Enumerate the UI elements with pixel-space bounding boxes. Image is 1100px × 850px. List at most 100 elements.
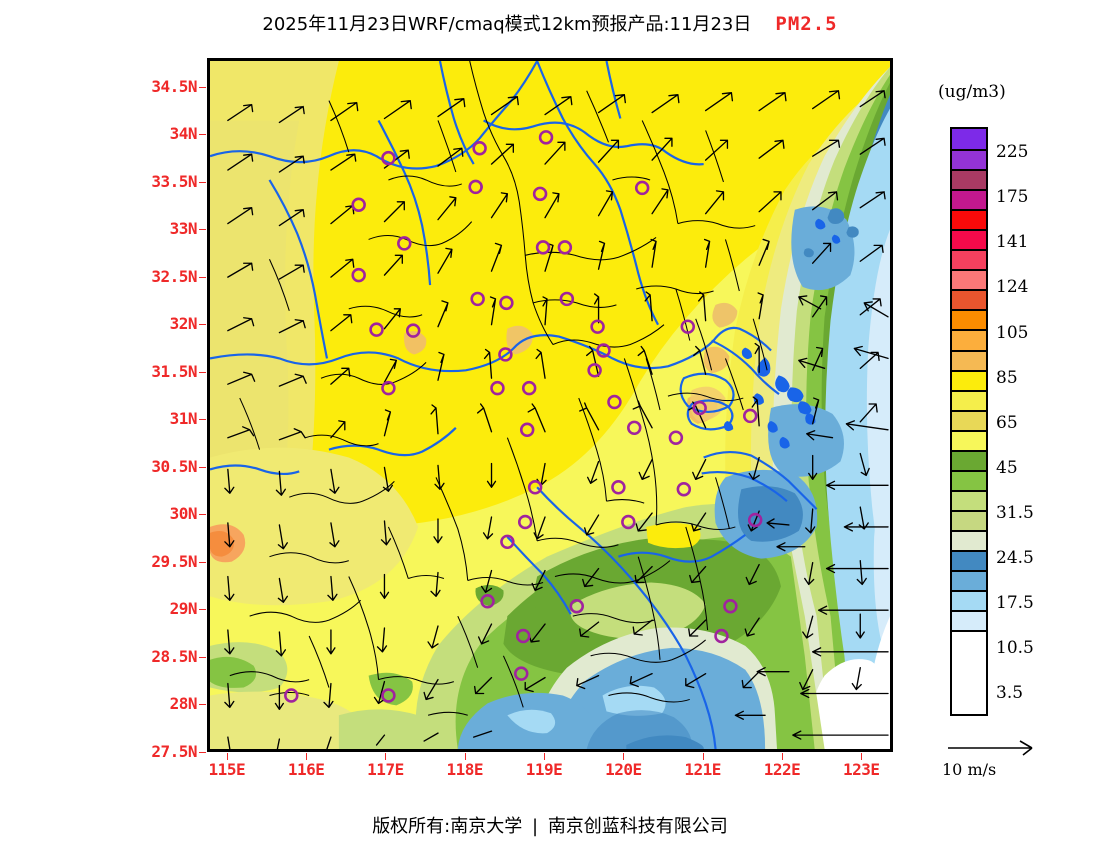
- y-axis-label-34.5N: 34.5N: [151, 76, 197, 96]
- colorbar-swatch-0: [952, 129, 986, 150]
- colorbar-swatch-14: [952, 409, 986, 430]
- x-axis-tick: [306, 753, 308, 760]
- colorbar-label-141: 141: [996, 232, 1029, 253]
- x-axis-label-120E: 120E: [605, 760, 642, 779]
- x-axis-label-116E: 116E: [287, 760, 325, 779]
- y-axis-tick: [199, 704, 206, 706]
- y-axis-tick: [199, 752, 206, 753]
- y-axis-label-32N: 32N: [169, 314, 198, 334]
- colorbar-swatch-6: [952, 249, 986, 270]
- colorbar-swatch-12: [952, 369, 986, 390]
- y-axis-tick: [199, 466, 206, 468]
- x-axis-tick: [781, 753, 783, 760]
- y-axis-tick: [199, 86, 206, 88]
- colorbar-label-24.5: 24.5: [996, 548, 1034, 569]
- y-axis-label-33N: 33N: [169, 219, 198, 239]
- colorbar-label-85: 85: [996, 367, 1018, 388]
- x-axis-tick: [861, 753, 863, 760]
- map-plot-area[interactable]: [207, 58, 893, 752]
- x-axis-label-115E: 115E: [208, 760, 246, 779]
- y-axis-tick: [199, 229, 206, 231]
- y-axis-tick: [199, 561, 206, 563]
- footer-left-text: 版权所有:南京大学: [372, 816, 523, 837]
- y-axis-tick: [199, 371, 206, 373]
- colorbar-label-105: 105: [996, 322, 1029, 343]
- colorbar-label-65: 65: [996, 412, 1018, 433]
- wind-scale-arrow: [946, 736, 1056, 756]
- colorbar-label-3.5: 3.5: [996, 683, 1024, 704]
- x-axis-tick: [623, 753, 625, 760]
- colorbar-swatch-18: [952, 489, 986, 510]
- colorbar-label-31.5: 31.5: [996, 502, 1034, 523]
- colorbar-swatch-19: [952, 509, 986, 530]
- page-title: 2025年11月23日WRF/cmaq模式12km预报产品:11月23日 PM2…: [0, 10, 1100, 36]
- y-axis-label-29.5N: 29.5N: [151, 551, 197, 571]
- x-axis-tick: [544, 753, 546, 760]
- y-axis-label-30N: 30N: [169, 504, 198, 524]
- y-axis-tick: [199, 609, 206, 611]
- y-axis-label-29N: 29N: [169, 599, 198, 619]
- colorbar-swatch-24: [952, 610, 986, 631]
- y-axis-tick: [199, 656, 206, 658]
- colorbar-swatch-8: [952, 289, 986, 310]
- colorbar-swatch-5: [952, 229, 986, 250]
- x-axis-label-121E: 121E: [684, 760, 721, 779]
- colorbar-label-10.5: 10.5: [996, 638, 1034, 659]
- y-axis-label-27.5N: 27.5N: [151, 742, 197, 761]
- x-axis-label-119E: 119E: [525, 760, 563, 779]
- x-axis-label-118E: 118E: [446, 760, 483, 779]
- map-canvas: [210, 61, 890, 749]
- colorbar-swatch-15: [952, 429, 986, 450]
- colorbar-swatch-17: [952, 469, 986, 490]
- title-main-text: 2025年11月23日WRF/cmaq模式12km预报产品:11月23日: [262, 14, 752, 35]
- colorbar-label-45: 45: [996, 457, 1018, 478]
- y-axis-tick: [199, 419, 206, 421]
- footer-right-text: 南京创蓝科技有限公司: [547, 816, 728, 837]
- colorbar-swatch-11: [952, 349, 986, 370]
- colorbar-unit-label: (ug/m3): [938, 82, 1006, 102]
- x-axis-tick: [464, 753, 466, 760]
- title-species-label: PM2.5: [775, 13, 838, 35]
- y-axis-label-33.5N: 33.5N: [151, 171, 197, 191]
- colorbar-swatch-23: [952, 590, 986, 611]
- x-axis-tick: [226, 753, 228, 760]
- colorbar-swatch-13: [952, 389, 986, 410]
- y-axis-label-31N: 31N: [169, 409, 198, 429]
- y-axis-tick: [199, 324, 206, 326]
- colorbar-swatch-3: [952, 189, 986, 210]
- colorbar-swatch-4: [952, 209, 986, 230]
- y-axis-tick: [199, 514, 206, 516]
- colorbar-swatch-10: [952, 329, 986, 350]
- y-axis-label-28.5N: 28.5N: [151, 646, 197, 666]
- colorbar-swatch-21: [952, 549, 986, 571]
- x-axis-tick: [385, 753, 387, 760]
- colorbar: [950, 127, 988, 716]
- x-axis-label-117E: 117E: [367, 760, 404, 779]
- x-axis-tick: [702, 753, 704, 760]
- footer-copyright: 版权所有:南京大学 | 南京创蓝科技有限公司: [0, 812, 1100, 838]
- x-axis-label-122E: 122E: [763, 760, 801, 779]
- colorbar-swatch-7: [952, 269, 986, 290]
- y-axis-label-34N: 34N: [169, 124, 198, 144]
- y-axis-label-31.5N: 31.5N: [151, 361, 197, 381]
- y-axis-tick: [199, 276, 206, 278]
- footer-separator: |: [532, 816, 539, 837]
- colorbar-swatch-9: [952, 309, 986, 330]
- colorbar-swatch-2: [952, 169, 986, 190]
- colorbar-swatch-22: [952, 570, 986, 591]
- y-axis-tick: [199, 134, 206, 136]
- x-axis-label-123E: 123E: [843, 760, 880, 779]
- colorbar-swatch-16: [952, 449, 986, 470]
- y-axis-label-30.5N: 30.5N: [151, 456, 197, 476]
- wind-scale-label: 10 m/s: [942, 760, 997, 779]
- colorbar-label-17.5: 17.5: [996, 593, 1034, 614]
- colorbar-label-124: 124: [996, 277, 1029, 298]
- colorbar-label-175: 175: [996, 187, 1029, 208]
- y-axis-label-28N: 28N: [169, 694, 198, 714]
- colorbar-swatch-25: [952, 630, 986, 651]
- y-axis-tick: [199, 181, 206, 183]
- colorbar-label-225: 225: [996, 142, 1029, 163]
- colorbar-swatch-1: [952, 149, 986, 170]
- colorbar-swatch-20: [952, 529, 986, 550]
- y-axis-label-32.5N: 32.5N: [151, 266, 197, 286]
